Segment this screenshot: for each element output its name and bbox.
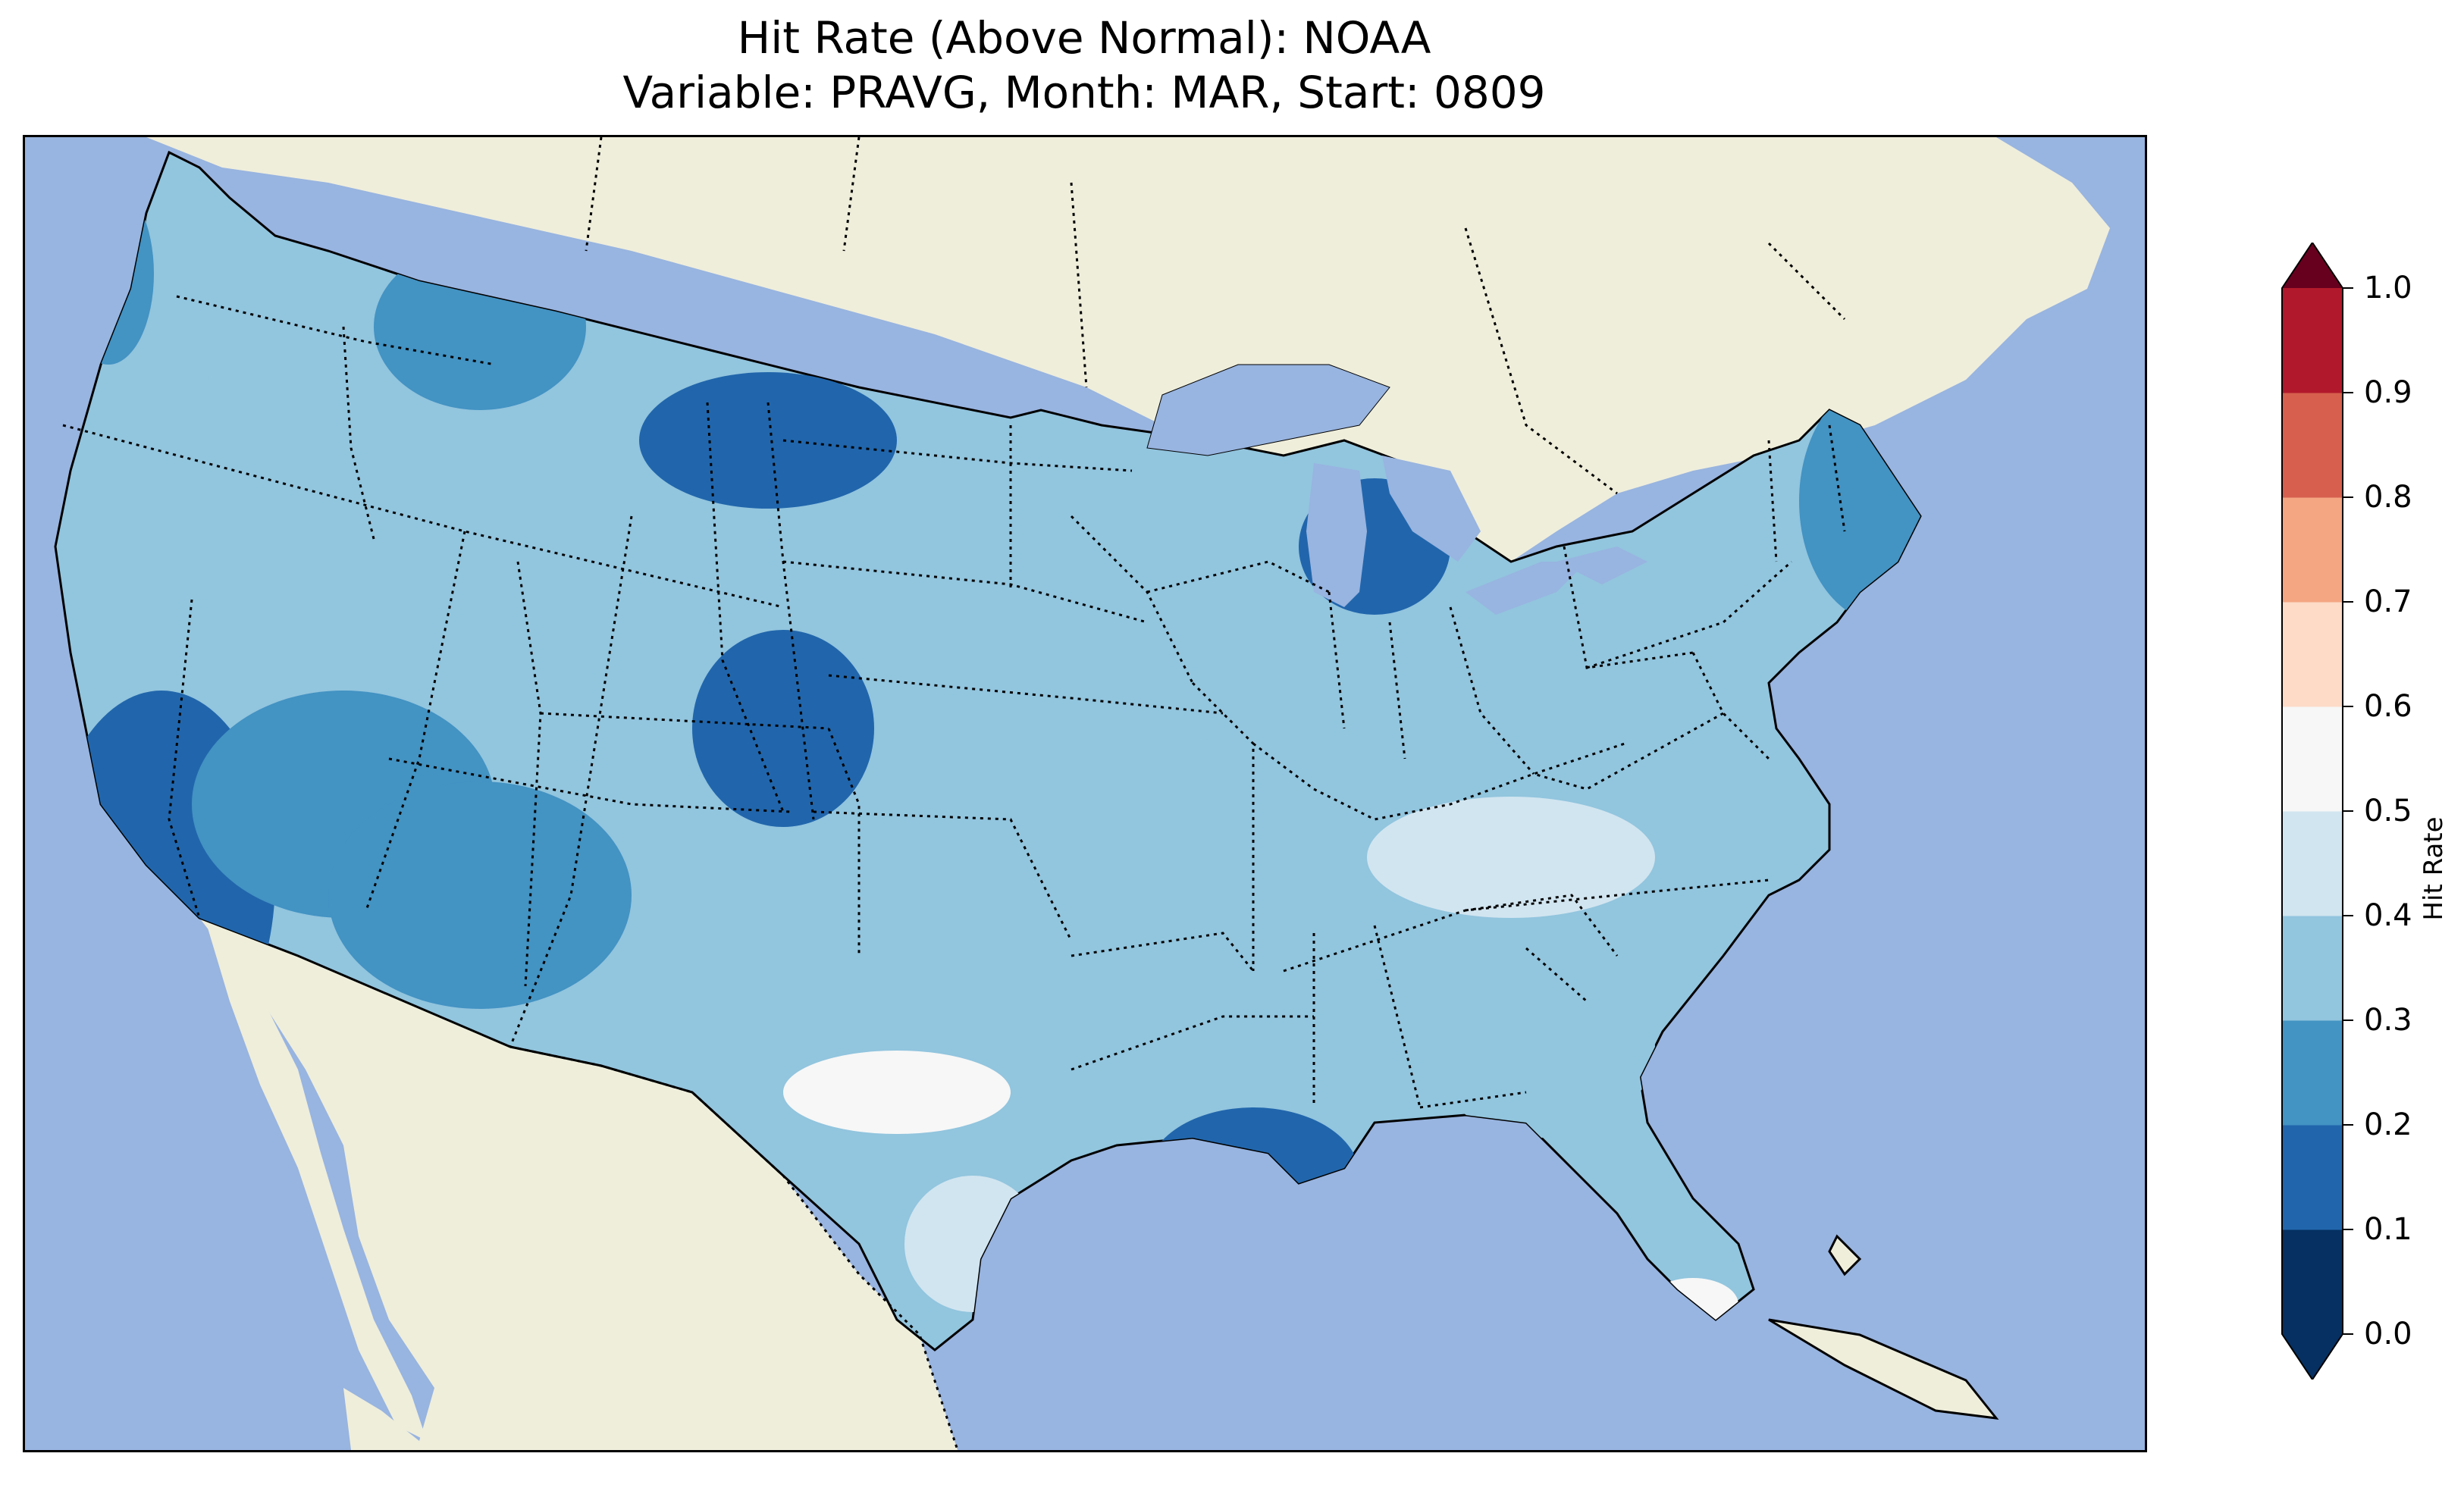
colorbar-bin bbox=[2282, 1125, 2343, 1230]
colorbar-tick-label: 0.3 bbox=[2364, 1003, 2412, 1038]
bahamas-island bbox=[1828, 1234, 1862, 1276]
colorbar-bin bbox=[2282, 602, 2343, 707]
map-panel bbox=[23, 135, 2147, 1452]
cuba-island bbox=[1768, 1318, 1999, 1420]
colorbar-tick-label: 0.5 bbox=[2364, 794, 2412, 828]
lake-superior bbox=[1146, 364, 1390, 456]
colorbar-tick-label: 0.6 bbox=[2364, 689, 2412, 724]
colorbar-tick-label: 0.4 bbox=[2364, 898, 2412, 933]
lake-erie bbox=[1466, 562, 1587, 615]
hit-rate-region bbox=[328, 781, 632, 1009]
colorbar-tick-label: 0.2 bbox=[2364, 1107, 2412, 1142]
title-line-2: Variable: PRAVG, Month: MAR, Start: 0809 bbox=[622, 67, 1546, 118]
mexico-land bbox=[199, 918, 958, 1450]
colorbar: 0.0 0.1 0.2 0.3 0.4 0.5 0.6 0.7 0.8 0.9 1.0 bbox=[2267, 243, 2464, 1380]
hit-rate-region bbox=[988, 721, 1261, 903]
colorbar-bin bbox=[2282, 811, 2343, 916]
colorbar-tick-label: 0.1 bbox=[2364, 1212, 2412, 1247]
title-line-1: Hit Rate (Above Normal): NOAA bbox=[737, 12, 1431, 64]
colorbar-bin bbox=[2282, 1020, 2343, 1126]
hit-rate-region bbox=[1428, 956, 1655, 1138]
hit-rate-region bbox=[1799, 380, 1920, 622]
colorbar-label: Hit Rate bbox=[2419, 816, 2449, 921]
map-canvas bbox=[25, 137, 2145, 1450]
hit-rate-region bbox=[783, 1051, 1011, 1134]
colorbar-extend-max bbox=[2282, 243, 2343, 288]
colorbar-bin bbox=[2282, 1229, 2343, 1335]
map-title: Hit Rate (Above Normal): NOAA Variable: … bbox=[0, 11, 2168, 120]
hit-rate-region bbox=[639, 372, 897, 509]
colorbar-bin bbox=[2282, 393, 2343, 498]
lake-michigan bbox=[1306, 463, 1367, 607]
country-borders bbox=[509, 137, 1846, 1450]
colorbar-tick-label: 0.7 bbox=[2364, 584, 2412, 619]
lake-ontario bbox=[1556, 547, 1647, 584]
hit-rate-region bbox=[692, 630, 874, 827]
colorbar-tick-label: 1.0 bbox=[2364, 271, 2412, 305]
colorbar-bin bbox=[2282, 288, 2343, 393]
lake-huron bbox=[1382, 456, 1481, 562]
state-borders bbox=[62, 295, 1846, 1109]
colorbar-tick-label: 0.9 bbox=[2364, 375, 2412, 410]
colorbar-bins bbox=[2281, 243, 2353, 1380]
baja-peninsula bbox=[207, 926, 427, 1441]
colorbar-tick-label: 0.0 bbox=[2364, 1317, 2412, 1351]
colorbar-graphic bbox=[2281, 243, 2353, 1380]
colorbar-tick-label: 0.8 bbox=[2364, 480, 2412, 515]
hit-rate-region bbox=[1367, 797, 1655, 918]
colorbar-bin bbox=[2282, 706, 2343, 812]
colorbar-bin bbox=[2282, 916, 2343, 1021]
canada-land bbox=[146, 137, 2110, 592]
colorbar-bin bbox=[2282, 497, 2343, 603]
colorbar-extend-min bbox=[2282, 1334, 2343, 1380]
